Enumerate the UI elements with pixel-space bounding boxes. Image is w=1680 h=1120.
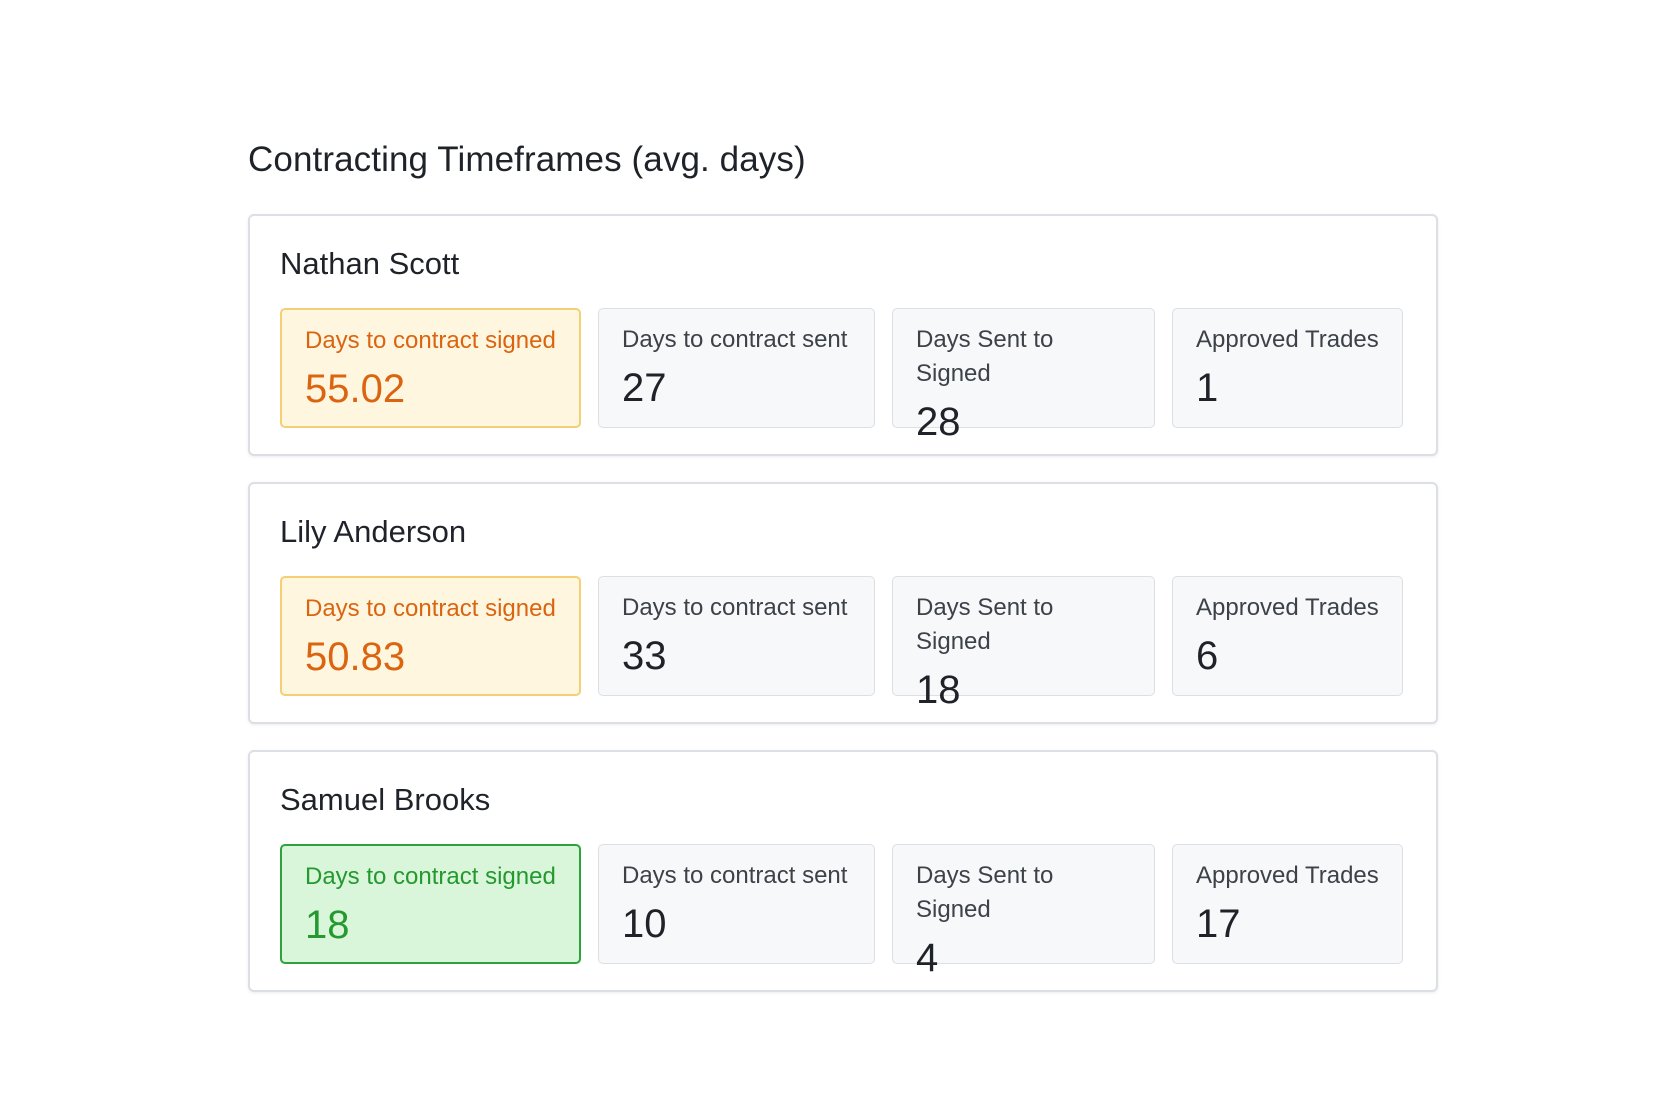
metric-days-sent-to-signed: Days Sent to Signed 4 <box>892 844 1155 980</box>
metric-label: Days to contract sent <box>622 326 848 353</box>
metric-value: 17 <box>1196 902 1241 946</box>
page-title: Contracting Timeframes (avg. days) <box>248 140 806 179</box>
metric-label: Days to contract sent <box>622 862 848 889</box>
metric-days-to-contract-sent: Days to contract sent 10 <box>598 844 875 964</box>
metric-label: Approved Trades <box>1196 594 1379 621</box>
metric-value: 18 <box>916 668 961 712</box>
metric-label: Days to contract signed <box>305 327 556 354</box>
metric-approved-trades: Approved Trades 17 <box>1172 844 1403 964</box>
person-card: Nathan Scott Days to contract signed 55.… <box>248 214 1438 456</box>
metric-days-to-contract-sent: Days to contract sent 27 <box>598 308 875 428</box>
metric-row: Days to contract signed 50.83 Days to co… <box>280 576 1406 712</box>
metric-value: 55.02 <box>305 367 406 411</box>
metric-days-to-contract-signed: Days to contract signed 50.83 <box>280 576 581 696</box>
metric-value: 33 <box>622 634 667 678</box>
metric-approved-trades: Approved Trades 1 <box>1172 308 1403 428</box>
person-name: Nathan Scott <box>280 246 460 281</box>
metric-days-sent-to-signed: Days Sent to Signed 18 <box>892 576 1155 712</box>
metric-label: Days to contract sent <box>622 594 848 621</box>
metric-label: Days to contract signed <box>305 595 556 622</box>
metric-approved-trades: Approved Trades 6 <box>1172 576 1403 696</box>
metric-label: Approved Trades <box>1196 326 1379 353</box>
metric-value: 50.83 <box>305 635 406 679</box>
metric-value: 18 <box>305 903 350 947</box>
person-card: Samuel Brooks Days to contract signed 18… <box>248 750 1438 992</box>
metric-value: 1 <box>1196 366 1219 410</box>
metric-days-to-contract-signed: Days to contract signed 18 <box>280 844 581 964</box>
person-card-list: Nathan Scott Days to contract signed 55.… <box>248 214 1438 992</box>
metric-row: Days to contract signed 18 Days to contr… <box>280 844 1406 980</box>
person-card: Lily Anderson Days to contract signed 50… <box>248 482 1438 724</box>
person-name: Samuel Brooks <box>280 782 491 817</box>
metric-days-to-contract-sent: Days to contract sent 33 <box>598 576 875 696</box>
metric-value: 28 <box>916 400 961 444</box>
metric-value: 4 <box>916 936 939 980</box>
metric-label: Days to contract signed <box>305 863 556 890</box>
metric-label: Days Sent to Signed <box>916 326 1054 387</box>
metric-value: 10 <box>622 902 667 946</box>
metric-label: Days Sent to Signed <box>916 862 1054 923</box>
person-name: Lily Anderson <box>280 514 467 549</box>
metric-value: 6 <box>1196 634 1219 678</box>
metric-label: Approved Trades <box>1196 862 1379 889</box>
metric-days-to-contract-signed: Days to contract signed 55.02 <box>280 308 581 428</box>
timeframes-section: Contracting Timeframes (avg. days) Natha… <box>248 136 1438 1022</box>
metric-row: Days to contract signed 55.02 Days to co… <box>280 308 1406 444</box>
metric-days-sent-to-signed: Days Sent to Signed 28 <box>892 308 1155 444</box>
metric-value: 27 <box>622 366 667 410</box>
metric-label: Days Sent to Signed <box>916 594 1054 655</box>
